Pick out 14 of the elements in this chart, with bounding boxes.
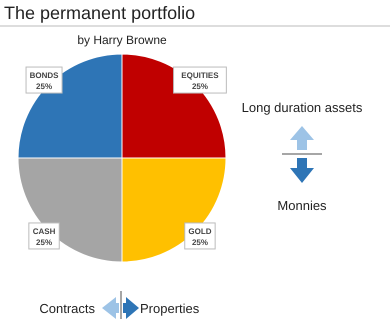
text: Long duration assets xyxy=(242,100,363,115)
slice-label: EQUITIES xyxy=(181,71,220,80)
chart-subtitle: by Harry Browne xyxy=(77,33,167,47)
data-label: 25% xyxy=(192,238,208,247)
text: Properties xyxy=(140,301,200,316)
data-label: 25% xyxy=(36,82,52,92)
slice-label: GOLD xyxy=(188,226,212,236)
text: Monnies xyxy=(277,198,328,213)
slice-label: CASH xyxy=(32,226,56,236)
chart-title: The permanent portfolio xyxy=(4,3,196,23)
data-label: 25% xyxy=(192,82,208,92)
slice-label: BONDS xyxy=(30,71,60,80)
data-label: 25% xyxy=(36,238,52,247)
text: Contracts xyxy=(39,301,96,316)
